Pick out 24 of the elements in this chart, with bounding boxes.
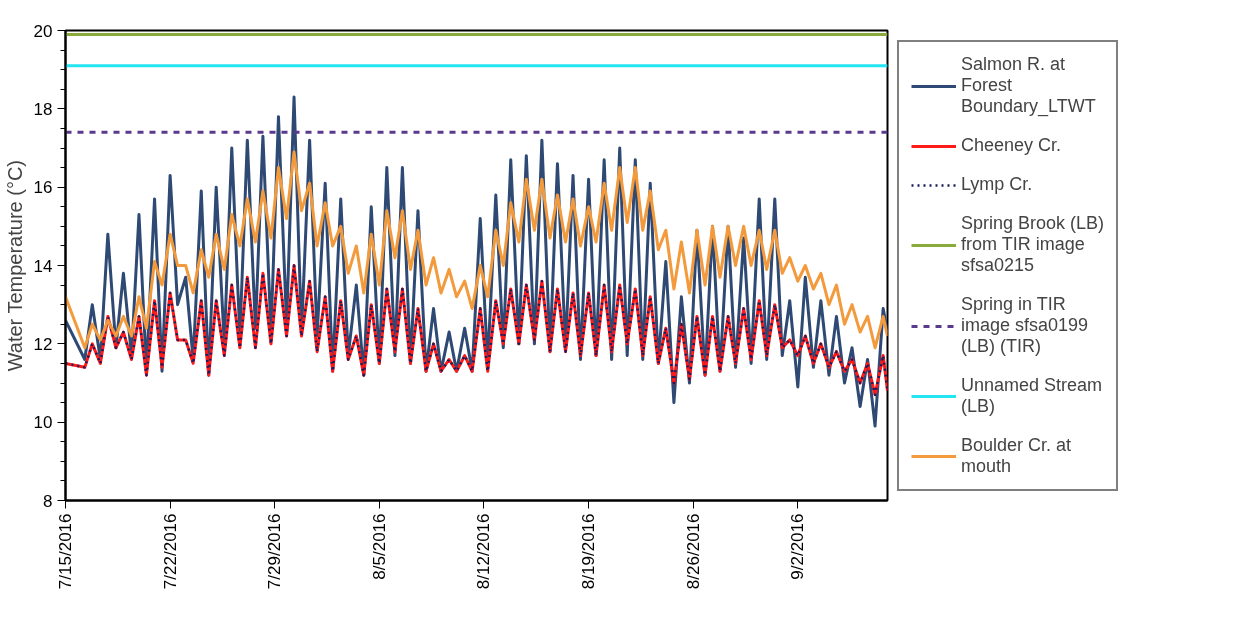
legend-label: Spring Brook (LB) from TIR image sfsa0215 <box>961 213 1105 276</box>
y-tick-label: 16 <box>33 178 53 198</box>
y-tick-label: 10 <box>33 413 53 433</box>
x-tick-label: 7/29/2016 <box>265 513 285 590</box>
x-tick-label: 9/2/2016 <box>788 513 808 580</box>
legend-label: Lymp Cr. <box>961 174 1033 195</box>
legend-label: Salmon R. at Forest Boundary_LTWT <box>961 54 1096 117</box>
y-axis-title: Water Temperature (°C) <box>3 159 26 372</box>
legend-label: Boulder Cr. at mouth <box>961 435 1072 477</box>
x-tick-label: 7/22/2016 <box>160 513 180 590</box>
x-tick-label: 8/19/2016 <box>579 513 599 590</box>
x-tick-label: 7/15/2016 <box>56 513 75 590</box>
legend-label: Unnamed Stream (LB) <box>961 375 1103 417</box>
y-tick-label: 14 <box>33 256 53 276</box>
x-tick-label: 8/5/2016 <box>369 513 389 580</box>
y-tick-label: 18 <box>33 99 53 119</box>
legend-label: Cheeney Cr. <box>961 135 1062 156</box>
legend-label: Spring in TIR image sfsa0199 (LB) (TIR) <box>961 294 1089 357</box>
x-tick-label: 8/12/2016 <box>474 513 494 590</box>
line-series <box>65 150 888 350</box>
y-tick-label: 8 <box>43 491 53 511</box>
y-tick-label: 20 <box>33 21 53 41</box>
x-tick-label: 8/26/2016 <box>683 513 703 590</box>
y-tick-label: 12 <box>33 334 53 354</box>
